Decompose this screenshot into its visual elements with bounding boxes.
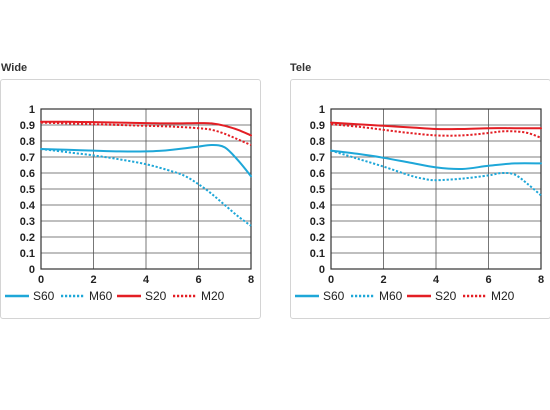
y-tick-label: 0.9 [310, 120, 325, 132]
x-tick-label: 4 [433, 274, 440, 286]
series-line-s20-wide [40, 120, 252, 137]
series-line-m60-wide [40, 148, 252, 227]
y-tick-label: 0.7 [20, 152, 35, 164]
x-tick-label: 6 [485, 274, 491, 286]
y-tick-label: 0.2 [310, 232, 325, 244]
y-tick-label: 0.5 [20, 184, 35, 196]
legend-label-s20: S20 [145, 289, 167, 303]
y-tick-label: 1 [319, 104, 325, 116]
legend-label-m60: M60 [89, 289, 113, 303]
y-tick-label: 0.1 [310, 248, 325, 260]
legend-label-s60: S60 [323, 289, 345, 303]
y-tick-label: 0.7 [310, 152, 325, 164]
y-tick-label: 0.5 [310, 184, 325, 196]
y-tick-label: 0.4 [20, 200, 36, 212]
y-tick-label: 0.3 [20, 216, 35, 228]
legend-label-s20: S20 [435, 289, 457, 303]
series-line-s60-wide [40, 143, 252, 178]
chart-svg-tele: 0 0.1 0.2 0.3 0.4 0.5 0.6 0.7 0.8 0.9 1 0 2 4 6 8 S60 M60… [295, 104, 544, 303]
y-tick-label: 0.2 [20, 232, 35, 244]
x-tick-label: 0 [38, 274, 44, 286]
y-tick-label: 1 [29, 104, 35, 116]
y-tick-label: 0.6 [310, 168, 325, 180]
y-tick-label: 0.1 [20, 248, 35, 260]
x-tick-label: 0 [328, 274, 334, 286]
x-tick-label: 4 [143, 274, 150, 286]
y-tick-label: 0.4 [310, 200, 326, 212]
series-line-m20-tele [330, 123, 542, 139]
series-line-s20-tele [330, 121, 542, 131]
y-tick-label: 0.9 [20, 120, 35, 132]
y-tick-label: 0.8 [310, 136, 325, 148]
x-tick-label: 8 [538, 274, 544, 286]
y-tick-label: 0.3 [310, 216, 325, 228]
x-tick-label: 6 [195, 274, 201, 286]
chart-panel-tele: 0 0.1 0.2 0.3 0.4 0.5 0.6 0.7 0.8 0.9 1 0 2 4 6 8 S60 M60… [290, 79, 550, 319]
chart-title-wide: Wide [1, 62, 28, 74]
plot-frame [330, 108, 542, 270]
x-tick-label: 2 [380, 274, 386, 286]
legend-label-m60: M60 [379, 289, 403, 303]
chart-panel-wide: 0 0.1 0.2 0.3 0.4 0.5 0.6 0.7 0.8 0.9 1 0 2 4 6 8 S60 M60… [0, 79, 261, 319]
y-tick-label: 0.6 [20, 168, 35, 180]
chart-title-tele: Tele [290, 62, 312, 74]
series-line-m20-wide [40, 121, 252, 146]
x-tick-label: 2 [90, 274, 96, 286]
legend-label-s60: S60 [33, 289, 55, 303]
x-tick-label: 8 [248, 274, 254, 286]
plot-frame [40, 108, 252, 270]
y-tick-label: 0 [29, 264, 35, 276]
legend-label-m20: M20 [491, 289, 515, 303]
y-tick-label: 0 [319, 264, 325, 276]
series-line-m60-tele [330, 149, 542, 197]
legend-label-m20: M20 [201, 289, 225, 303]
y-tick-label: 0.8 [20, 136, 35, 148]
chart-svg-wide: 0 0.1 0.2 0.3 0.4 0.5 0.6 0.7 0.8 0.9 1 0 2 4 6 8 S60 M60… [5, 104, 254, 303]
series-line-s60-tele [330, 149, 542, 171]
